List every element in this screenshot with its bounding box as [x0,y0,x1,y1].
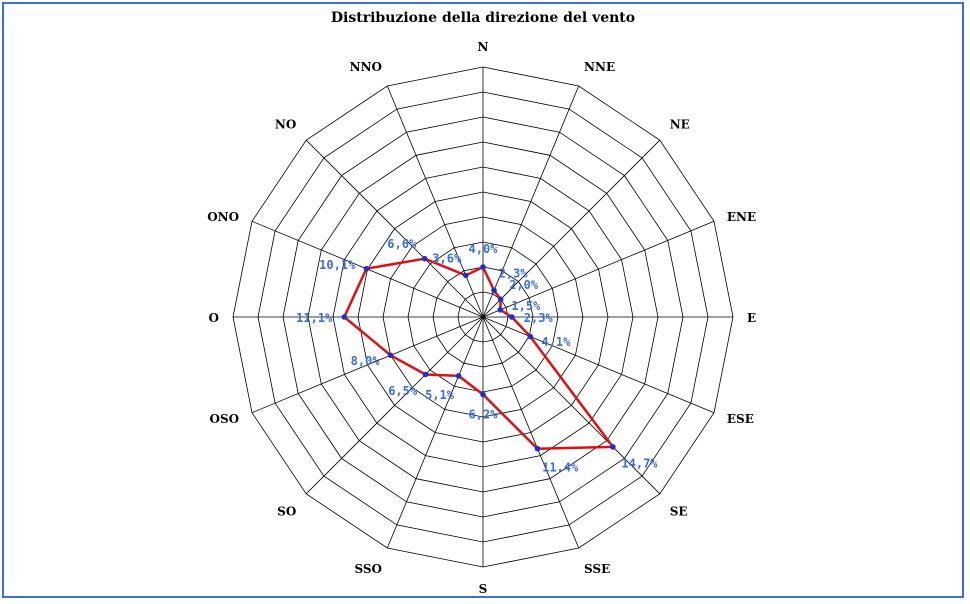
data-point-S [480,391,486,398]
value-label-NNE: 2,3% [499,266,529,280]
data-point-SSO [455,373,462,379]
direction-label-ESE: ESE [727,412,754,426]
data-point-ESE [527,333,534,340]
data-point-OSO [387,352,394,359]
radar-grid [232,66,734,568]
value-label-SO: 6,5% [388,384,418,398]
direction-labels: N NNE NE ENE E ESE SE SSE S SSO SO OSO O ONO NO NNO [207,40,756,596]
data-point-SSE [534,445,541,452]
grid-spoke-NNE [482,85,580,318]
grid-spoke-SE [482,316,661,495]
direction-label-ONO: ONO [207,210,239,224]
value-label-SSO: 5,1% [425,388,455,402]
direction-label-NO: NO [275,117,296,131]
direction-label-SE: SE [670,505,688,519]
direction-label-SO: SO [277,505,296,519]
value-label-ESE: 4,1% [541,335,571,349]
grid-spoke-SSO [386,316,484,549]
data-point-NE [497,296,504,303]
data-point-SE [610,444,616,450]
data-point-N [480,264,486,270]
value-label-S: 6,2% [469,408,499,422]
value-label-NNO: 3,6% [432,251,462,265]
value-label-NO: 6,6% [387,237,417,251]
value-label-N: 4,0% [469,242,499,256]
value-label-OSO: 8,0% [351,354,381,368]
value-labels: 4,0%2,3%2,0%1,5%2,3%4,1%14,7%11,4%6,2%5,… [296,237,658,475]
direction-label-SSE: SSE [584,562,610,576]
direction-label-N: N [478,40,489,54]
direction-label-O: O [209,311,219,325]
data-point-SO [422,371,429,378]
direction-label-SSO: SSO [354,562,382,576]
grid-spoke-ESE [482,316,715,414]
value-label-ONO: 10,1% [319,258,356,272]
data-point-NNO [463,272,469,279]
grid-spoke-NE [482,139,661,318]
value-label-ENE: 1,5% [511,299,541,313]
direction-label-NNO: NNO [350,60,382,74]
data-point-ENE [497,307,504,313]
grid-spoke-SO [305,316,484,495]
data-point-O [341,314,348,320]
value-label-SSE: 11,4% [542,461,579,475]
grid-spoke-ENE [482,220,715,318]
data-point-E [509,314,515,320]
direction-label-NE: NE [670,117,690,131]
data-point-ONO [363,265,370,272]
chart-title: Distribuzione della direzione del vento [330,10,636,26]
data-point-NNE [491,287,497,294]
data-point-NO [421,255,428,262]
direction-label-NNE: NNE [584,60,615,74]
direction-label-S: S [479,582,488,596]
grid-spoke-SSE [482,316,580,549]
value-label-O: 11,1% [296,311,333,325]
grid-spoke-NNO [386,85,484,318]
value-label-E: 2,3% [524,311,554,325]
value-label-SE: 14,7% [621,456,658,470]
series-layer [341,255,616,452]
direction-label-OSO: OSO [210,412,240,426]
direction-label-ENE: ENE [727,210,756,224]
direction-label-E: E [747,311,756,325]
grid-spoke-NO [305,139,484,318]
grid-spoke-OSO [251,316,484,414]
value-label-NE: 2,0% [509,278,539,292]
